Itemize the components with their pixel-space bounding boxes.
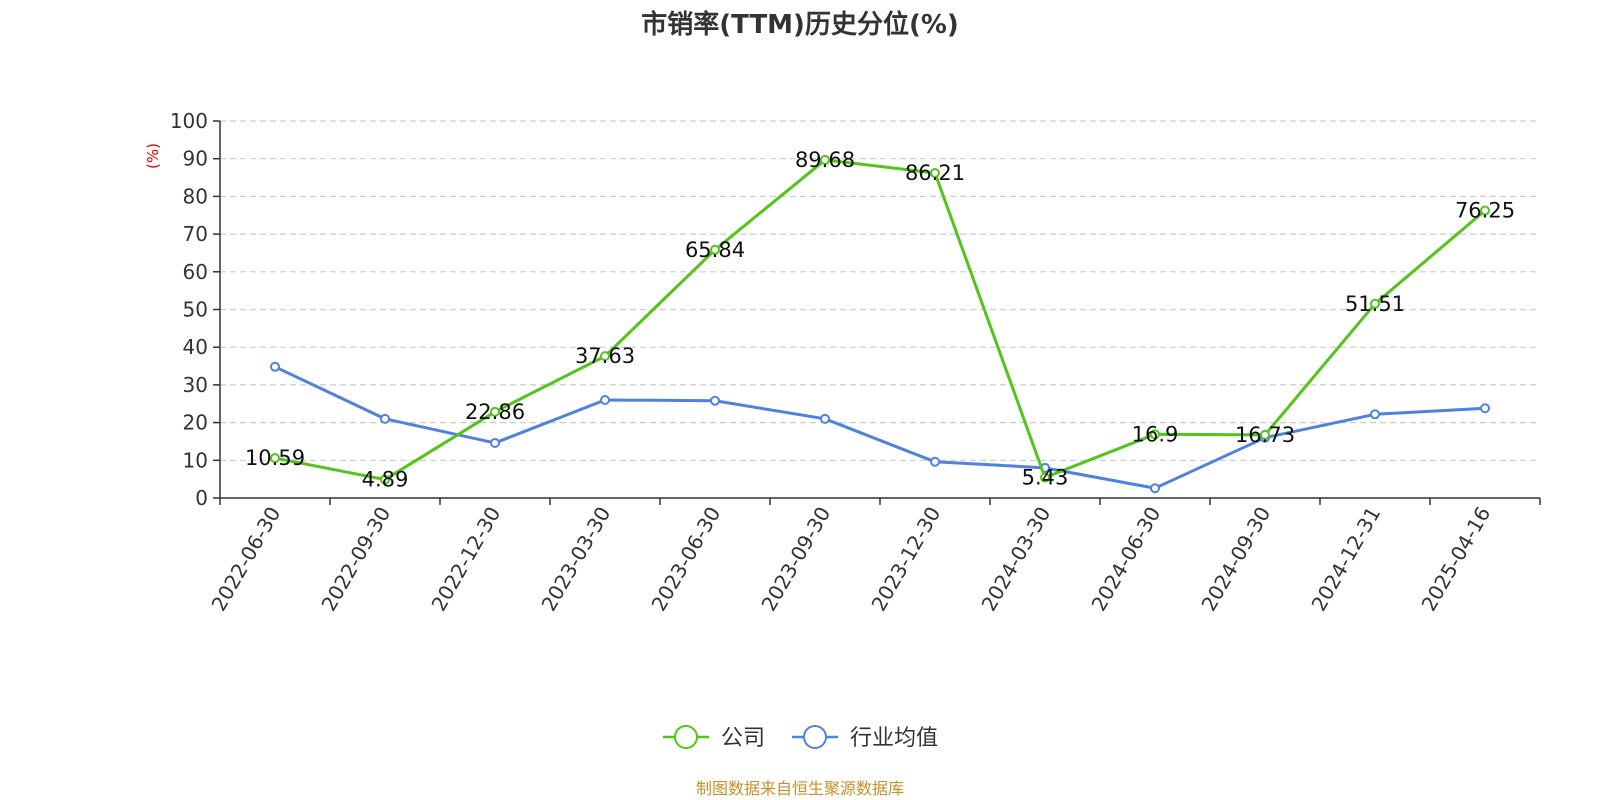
data-point (1480, 403, 1490, 414)
data-point (820, 413, 830, 424)
data-label: 76.25 (1455, 199, 1515, 223)
x-tick-label: 2024-06-30 (1086, 503, 1165, 616)
legend[interactable]: 公司 行业均值 (663, 725, 938, 751)
y-tick-label: 10 (183, 448, 208, 472)
series-line-industry-average (274, 365, 1486, 490)
data-point (490, 437, 500, 448)
series-area (270, 154, 1490, 494)
data-point (710, 395, 720, 406)
data-point (490, 406, 500, 417)
legend-label: 行业均值 (850, 726, 938, 751)
data-label: 4.89 (362, 468, 409, 492)
series-line-company (274, 158, 1486, 482)
y-tick-label: 90 (183, 147, 208, 171)
data-label: 10.59 (245, 446, 305, 470)
data-point (1150, 429, 1160, 440)
data-point (1370, 298, 1380, 309)
x-tick-label: 2022-06-30 (206, 503, 285, 616)
legend-marker-icon (803, 725, 827, 749)
y-tick-label: 0 (195, 486, 208, 510)
data-labels: 10.59 4.89 22.86 37.63 65.84 89.68 86.21 5.43 16… (245, 148, 1515, 492)
y-tick-label: 70 (183, 222, 208, 246)
data-label: 16.9 (1132, 422, 1179, 446)
legend-marker-icon (674, 725, 698, 749)
data-point (820, 154, 830, 165)
x-tick-label: 2022-09-30 (316, 503, 395, 616)
data-label: 65.84 (685, 238, 745, 262)
data-point (1480, 205, 1490, 216)
y-tick-label: 100 (170, 109, 208, 133)
x-tick-label: 2023-12-30 (866, 503, 945, 616)
data-point (1150, 483, 1160, 494)
x-tick-label: 2023-03-30 (536, 503, 615, 616)
y-tick-label: 20 (183, 411, 208, 435)
legend-label: 公司 (721, 726, 765, 751)
y-tick-label: 30 (183, 373, 208, 397)
data-point (1370, 409, 1380, 420)
data-point (1260, 429, 1270, 440)
data-point (1040, 472, 1050, 483)
data-point (270, 453, 280, 464)
data-label: 89.68 (795, 148, 855, 172)
x-tick-label: 2024-12-31 (1306, 503, 1385, 616)
data-label: 22.86 (465, 400, 525, 424)
y-tick-label: 40 (183, 335, 208, 359)
x-tick-label: 2024-09-30 (1196, 503, 1275, 616)
legend-item-company[interactable]: 公司 (663, 725, 765, 751)
data-point (600, 351, 610, 362)
axes: 0 10 20 30 40 50 60 70 80 90 100 2022-06-30 2022-09-… (170, 109, 1541, 616)
data-point (710, 244, 720, 255)
data-point (270, 361, 280, 372)
source-note: 制图数据来自恒生聚源数据库 (696, 779, 904, 798)
chart-title: 市销率(TTM)历史分位(%) (641, 9, 959, 40)
x-tick-label: 2025-04-16 (1416, 503, 1495, 616)
y-axis-label: (%) (144, 143, 162, 169)
data-label: 16.73 (1235, 423, 1295, 447)
legend-item-industry-average[interactable]: 行业均值 (792, 725, 938, 751)
x-tick-label: 2024-03-30 (976, 503, 1055, 616)
y-tick-label: 80 (183, 184, 208, 208)
data-point (930, 456, 940, 467)
data-label: 5.43 (1022, 466, 1069, 490)
data-point (600, 394, 610, 405)
y-tick-label: 50 (183, 298, 208, 322)
x-tick-label: 2023-09-30 (756, 503, 835, 616)
data-label: 51.51 (1345, 292, 1405, 316)
grid-lines (220, 120, 1540, 461)
x-tick-label: 2023-06-30 (646, 503, 725, 616)
data-point (380, 413, 390, 424)
data-point (930, 167, 940, 178)
data-label: 37.63 (575, 344, 635, 368)
y-tick-label: 60 (183, 260, 208, 284)
x-tick-label: 2022-12-30 (426, 503, 505, 616)
data-label: 86.21 (905, 161, 965, 185)
data-point (380, 474, 390, 485)
